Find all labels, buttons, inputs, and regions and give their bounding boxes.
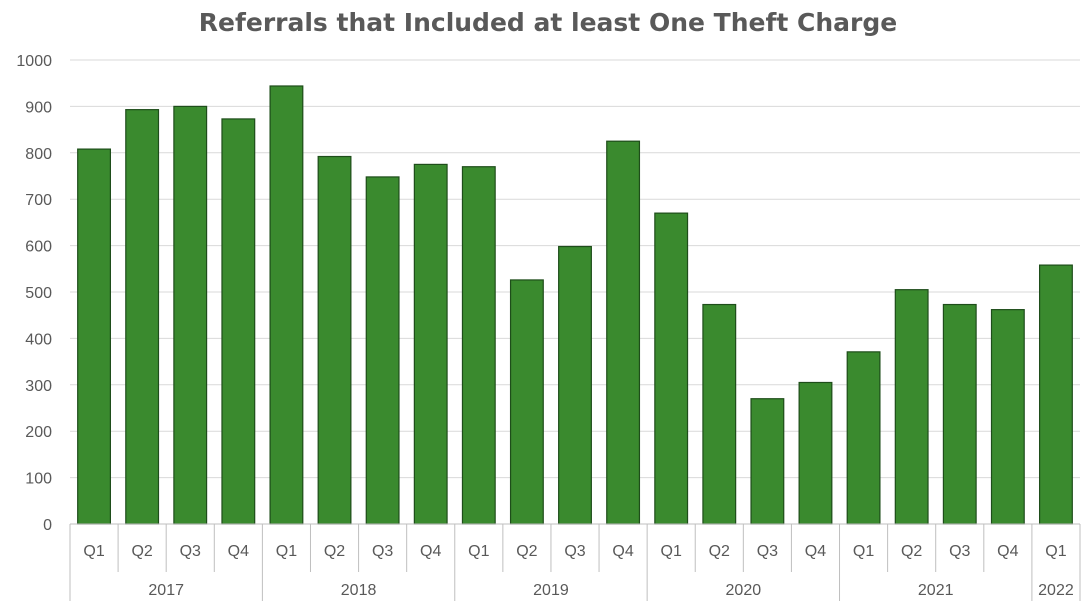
y-tick-label: 300 bbox=[25, 378, 52, 395]
bar bbox=[654, 212, 689, 525]
x-group-label: 2019 bbox=[533, 582, 569, 599]
x-tick-label: Q3 bbox=[180, 543, 201, 560]
x-tick-label: Q4 bbox=[228, 543, 249, 560]
x-tick-label: Q1 bbox=[1045, 543, 1066, 560]
y-tick-label: 200 bbox=[25, 424, 52, 441]
bar bbox=[77, 148, 111, 525]
x-tick-label: Q3 bbox=[564, 543, 585, 560]
y-tick-label: 800 bbox=[25, 146, 52, 163]
x-tick-label: Q3 bbox=[949, 543, 970, 560]
bar bbox=[509, 279, 544, 525]
x-tick-label: Q1 bbox=[276, 543, 297, 560]
bar bbox=[173, 105, 208, 525]
bar bbox=[221, 118, 256, 525]
x-tick-label: Q2 bbox=[516, 543, 537, 560]
bar bbox=[702, 303, 737, 525]
x-group-label: 2018 bbox=[341, 582, 377, 599]
bar bbox=[798, 381, 833, 525]
bar bbox=[750, 398, 785, 525]
bar bbox=[365, 176, 400, 525]
y-tick-label: 400 bbox=[25, 331, 52, 348]
y-tick-label: 700 bbox=[25, 192, 52, 209]
x-tick-label: Q4 bbox=[420, 543, 441, 560]
x-tick-label: Q2 bbox=[324, 543, 345, 560]
x-tick-label: Q2 bbox=[901, 543, 922, 560]
x-tick-label: Q2 bbox=[709, 543, 730, 560]
y-tick-label: 100 bbox=[25, 471, 52, 488]
x-tick-label: Q1 bbox=[661, 543, 682, 560]
bar bbox=[269, 85, 304, 525]
bar bbox=[461, 166, 496, 525]
y-tick-label: 500 bbox=[25, 285, 52, 302]
x-tick-label: Q1 bbox=[468, 543, 489, 560]
bar bbox=[558, 245, 592, 525]
y-axis-tick-labels: 0 100 200 300 400 500 600 700 800 900 1000 bbox=[16, 53, 52, 534]
chart-title: Referrals that Included at least One The… bbox=[199, 8, 897, 37]
bar bbox=[125, 109, 160, 525]
x-tick-label: Q4 bbox=[997, 543, 1018, 560]
bar bbox=[990, 309, 1025, 525]
bar bbox=[942, 303, 977, 525]
y-tick-label: 900 bbox=[25, 99, 52, 116]
x-group-label: 2020 bbox=[726, 582, 762, 599]
x-tick-label: Q4 bbox=[805, 543, 826, 560]
bar bbox=[606, 140, 641, 525]
y-tick-label: 600 bbox=[25, 239, 52, 256]
x-tick-label: Q4 bbox=[612, 543, 633, 560]
bar bbox=[317, 155, 352, 525]
bar bbox=[894, 289, 929, 525]
x-tick-label: Q3 bbox=[372, 543, 393, 560]
y-tick-label: 1000 bbox=[16, 53, 52, 70]
x-axis: Q1 Q2 Q3 Q4 Q1 Q2 Q3 Q4 Q1 Q2 Q3 Q4 Q1 Q2 Q3 Q4 Q1 Q2 Q3 Q4… bbox=[69, 523, 1081, 601]
x-group-label: 2022 bbox=[1038, 582, 1074, 599]
x-tick-label: Q3 bbox=[757, 543, 778, 560]
bar bbox=[1038, 264, 1073, 525]
x-group-label: 2021 bbox=[918, 582, 954, 599]
x-group-label: 2017 bbox=[148, 582, 184, 599]
bars bbox=[77, 85, 1073, 525]
x-tick-label: Q1 bbox=[853, 543, 874, 560]
y-tick-label: 0 bbox=[43, 517, 52, 534]
x-tick-label: Q2 bbox=[131, 543, 152, 560]
x-tick-label: Q1 bbox=[83, 543, 104, 560]
bar bbox=[413, 163, 448, 525]
bar bbox=[846, 351, 881, 525]
